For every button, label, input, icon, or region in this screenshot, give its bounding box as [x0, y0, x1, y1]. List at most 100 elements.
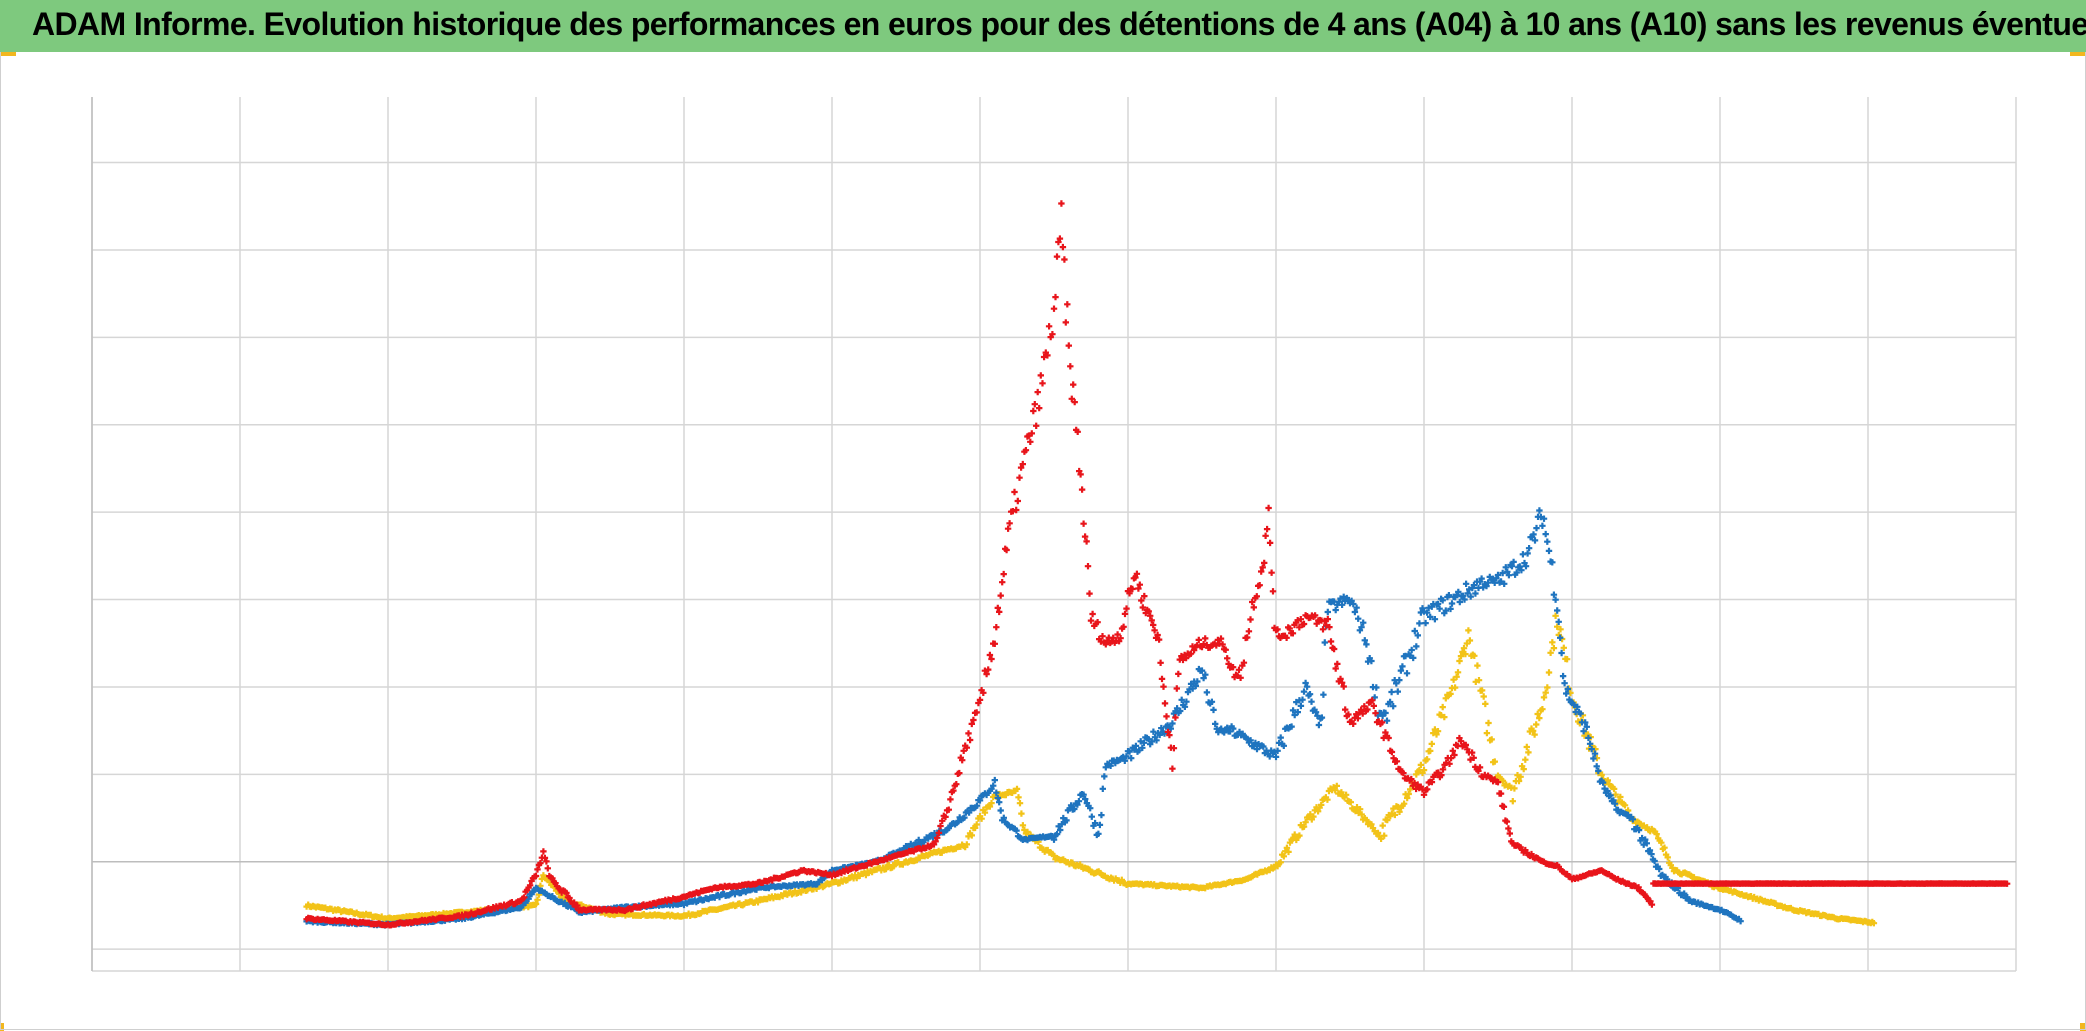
data-point	[966, 736, 974, 744]
data-point	[1302, 679, 1309, 687]
data-point	[1000, 814, 1007, 821]
data-point	[1404, 794, 1411, 802]
data-point	[1167, 725, 1174, 732]
data-point	[1470, 581, 1478, 589]
data-point	[1648, 901, 1656, 908]
data-point	[549, 875, 556, 882]
data-point	[934, 834, 941, 841]
data-point	[1099, 633, 1106, 640]
data-point	[1396, 676, 1403, 684]
data-point	[1462, 580, 1470, 587]
data-point	[1067, 363, 1074, 370]
data-point	[1011, 488, 1018, 496]
data-point	[1299, 696, 1306, 703]
data-point	[1557, 634, 1564, 641]
data-point	[1361, 637, 1368, 644]
data-point	[1140, 739, 1148, 746]
data-point	[1283, 634, 1290, 641]
data-point	[1550, 591, 1558, 598]
data-point	[1161, 730, 1168, 737]
data-point	[1357, 706, 1365, 713]
data-point	[1488, 736, 1495, 743]
data-point	[981, 667, 989, 674]
data-point	[1089, 610, 1096, 618]
data-point	[1003, 546, 1010, 554]
data-point	[1611, 800, 1619, 807]
data-point	[1250, 604, 1257, 611]
data-point	[1539, 706, 1546, 713]
data-point	[1470, 754, 1477, 761]
data-point	[1540, 694, 1548, 701]
data-point	[1083, 538, 1090, 545]
data-point	[980, 689, 987, 696]
data-point	[1163, 713, 1170, 720]
data-point	[1053, 253, 1061, 260]
data-point	[1448, 600, 1456, 607]
data-point	[1474, 662, 1481, 669]
data-point	[1646, 847, 1654, 854]
data-point	[1394, 688, 1401, 695]
data-point	[543, 858, 550, 865]
data-point	[1070, 381, 1077, 388]
data-point	[1277, 859, 1284, 866]
data-point	[1326, 623, 1333, 631]
data-point	[1595, 767, 1602, 775]
data-point	[1442, 695, 1449, 702]
data-point	[1385, 734, 1392, 742]
data-point	[1340, 683, 1347, 690]
data-point	[956, 769, 963, 777]
data-point	[1505, 572, 1513, 579]
data-point	[1235, 666, 1243, 673]
data-point	[1428, 778, 1436, 786]
data-point	[1599, 779, 1607, 786]
data-point	[1327, 638, 1335, 645]
data-point	[1195, 636, 1202, 644]
data-point	[1522, 756, 1529, 763]
data-point	[1610, 785, 1618, 793]
data-point	[1166, 731, 1173, 739]
data-point	[1658, 839, 1665, 846]
data-point	[1536, 714, 1543, 722]
data-point	[1175, 670, 1182, 678]
data-point	[1135, 585, 1142, 592]
data-point	[1396, 808, 1403, 815]
data-point	[1224, 655, 1231, 662]
data-point	[1138, 597, 1145, 604]
data-point	[1080, 791, 1087, 798]
data-point	[1192, 682, 1199, 690]
data-point	[1393, 680, 1400, 687]
data-point	[1101, 773, 1108, 780]
data-point	[1554, 607, 1561, 614]
data-point	[1018, 810, 1025, 817]
data-point	[1382, 729, 1389, 736]
data-point	[1661, 844, 1668, 851]
data-point	[1593, 763, 1600, 770]
data-point	[1067, 802, 1075, 809]
data-point	[1120, 623, 1127, 630]
data-point	[1095, 830, 1102, 837]
data-point	[1286, 625, 1293, 632]
data-point	[1542, 689, 1549, 696]
data-point	[1502, 564, 1509, 571]
data-point	[1411, 627, 1418, 635]
data-point	[1558, 649, 1565, 657]
data-point	[1434, 600, 1442, 608]
data-point	[1057, 826, 1064, 834]
data-point	[1324, 796, 1331, 803]
data-point	[1258, 568, 1265, 575]
data-point	[1350, 720, 1357, 727]
corner-accent-bottom-left	[0, 1023, 4, 1031]
data-point	[1017, 464, 1025, 471]
data-point	[1078, 486, 1086, 493]
data-point	[1019, 822, 1027, 829]
data-point	[1099, 785, 1106, 792]
data-point	[1410, 654, 1417, 662]
data-point	[1539, 522, 1546, 529]
data-point	[997, 807, 1004, 814]
data-point	[988, 799, 995, 807]
data-point	[1050, 836, 1058, 843]
data-point	[1332, 665, 1339, 672]
data-point	[1529, 727, 1537, 734]
data-point	[1013, 827, 1020, 834]
